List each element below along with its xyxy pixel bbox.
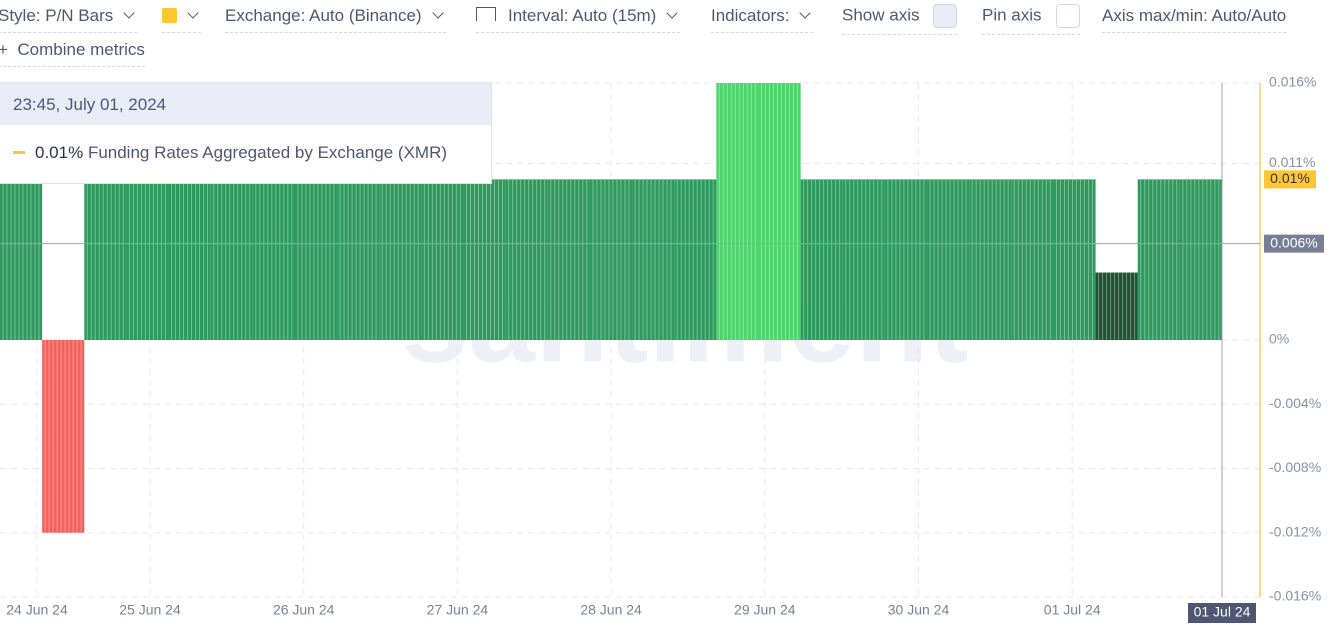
tooltip-value: 0.01% — [35, 143, 84, 162]
tooltip-metric: Funding Rates Aggregated by Exchange (XM… — [87, 143, 448, 162]
bar — [505, 179, 548, 340]
bar — [758, 83, 801, 340]
bar — [800, 179, 843, 340]
y-tick-label: -0.008% — [1269, 459, 1321, 475]
color-select[interactable] — [162, 6, 201, 33]
bar — [294, 179, 338, 340]
bar — [0, 179, 43, 340]
bar — [42, 340, 85, 533]
bar — [421, 179, 464, 340]
y-tick-label: 0.011% — [1269, 154, 1315, 170]
crosshair-date-box — [1188, 603, 1256, 623]
toolbar: Style: P/N Bars Exchange: Auto (Binance)… — [0, 0, 1334, 70]
style-select[interactable]: Style: P/N Bars — [0, 6, 138, 33]
bar — [126, 179, 169, 340]
y-tick-label: -0.016% — [1269, 588, 1321, 604]
crosshair-date-label: 01 Jul 24 — [1194, 604, 1251, 620]
pin-axis-toggle[interactable]: Pin axis — [982, 4, 1080, 35]
y-tick-label: 0.016% — [1269, 74, 1316, 90]
last-value-label: 0.01% — [1270, 170, 1310, 186]
exchange-select[interactable]: Exchange: Auto (Binance) — [225, 6, 446, 33]
x-tick-label: 24 Jun 24 — [6, 602, 68, 618]
indicators-select[interactable]: Indicators: — [711, 6, 814, 33]
bar — [1179, 179, 1222, 340]
exchange-label: Exchange: Auto (Binance) — [225, 6, 422, 25]
bar — [463, 179, 506, 340]
bar — [379, 179, 422, 340]
bar — [589, 179, 633, 340]
interval-label: Interval: Auto (15m) — [508, 6, 657, 25]
combine-metrics[interactable]: + Combine metrics — [0, 40, 145, 67]
bar — [674, 179, 717, 340]
bar — [547, 179, 590, 340]
bar — [84, 179, 127, 340]
show-axis-toggle[interactable]: Show axis — [842, 4, 958, 35]
bar — [252, 179, 295, 340]
x-tick-label: 26 Jun 24 — [273, 602, 335, 618]
style-label: Style: P/N Bars — [0, 6, 114, 25]
y-tick-label: 0% — [1269, 331, 1289, 347]
tooltip-time: 23:45, July 01, 2024 — [0, 83, 491, 125]
x-tick-label: 29 Jun 24 — [734, 602, 796, 618]
combine-label: Combine metrics — [17, 40, 145, 59]
pin-axis-label: Pin axis — [982, 5, 1042, 25]
x-tick-label: 01 Jul 24 — [1044, 602, 1101, 618]
bar — [716, 83, 759, 340]
bar — [1137, 179, 1180, 340]
x-tick-label: 28 Jun 24 — [580, 602, 642, 618]
y-tick-label: -0.012% — [1269, 523, 1321, 539]
x-tick-label: 25 Jun 24 — [119, 602, 181, 618]
x-tick-label: 27 Jun 24 — [427, 602, 489, 618]
tooltip: 23:45, July 01, 2024 0.01% Funding Rates… — [0, 82, 492, 184]
last-value-box — [1264, 170, 1316, 189]
bar — [210, 179, 253, 340]
bar — [969, 179, 1012, 340]
crosshair-value-box — [1264, 234, 1324, 253]
bar — [842, 179, 885, 340]
bar — [1053, 179, 1096, 340]
bar — [632, 179, 675, 340]
bar — [168, 179, 211, 340]
y-tick-label: -0.004% — [1269, 395, 1321, 411]
show-axis-label: Show axis — [842, 5, 920, 25]
bar — [337, 179, 380, 340]
axis-range-select[interactable]: Axis max/min: Auto/Auto — [1102, 6, 1287, 33]
interval-select[interactable]: Interval: Auto (15m) — [476, 6, 681, 33]
x-tick-label: 30 Jun 24 — [888, 602, 950, 618]
bar — [1011, 179, 1054, 340]
axis-range-label: Axis max/min: Auto/Auto — [1102, 6, 1287, 25]
indicators-label: Indicators: — [711, 6, 790, 25]
crosshair-value-label: 0.006% — [1270, 234, 1317, 250]
bar — [927, 179, 970, 340]
bar — [884, 179, 928, 340]
bar — [1095, 272, 1138, 340]
